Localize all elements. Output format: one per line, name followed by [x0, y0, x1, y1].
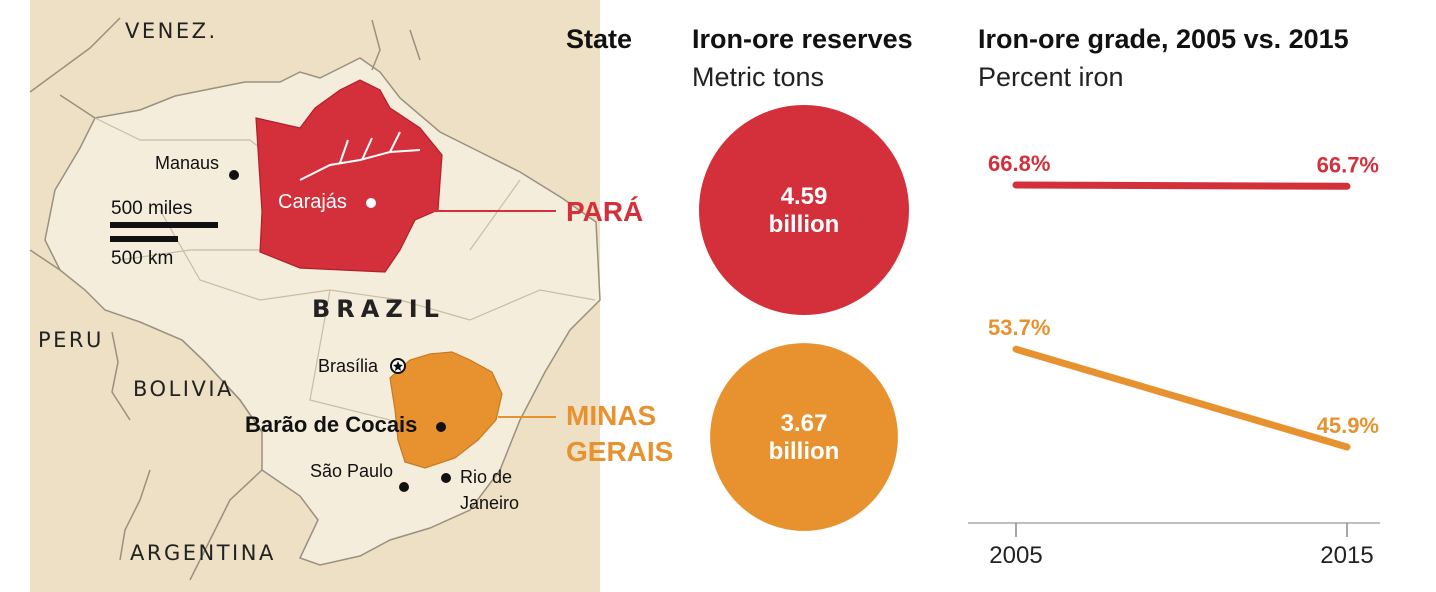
reserves-bubble-value-2: 3.67: [781, 410, 828, 437]
grade-label-2-2: 45.9%: [1317, 413, 1379, 438]
city-label-sao-paulo: São Paulo: [310, 461, 393, 481]
grade-series-line-1: [1012, 181, 1351, 190]
country-label-peru: PERU: [38, 328, 104, 352]
grade-label-2-1: 53.7%: [988, 315, 1050, 340]
x-tick-label-2005: 2005: [989, 542, 1042, 569]
state-borders: [94, 117, 596, 421]
header-grade-title: Iron-ore grade, 2005 vs. 2015: [978, 24, 1349, 54]
city-dot-carajas: [366, 198, 376, 208]
grade-label-1-1: 66.8%: [988, 151, 1050, 176]
city-dot-sao-paulo: [399, 482, 409, 492]
country-label-argentina: ARGENTINA: [130, 541, 276, 565]
state-label-minas-line1: MINAS: [566, 400, 656, 431]
para-state: [255, 79, 443, 273]
minas-gerais-state: [389, 351, 503, 469]
capital-star-icon: [390, 358, 406, 374]
city-label-rio-line2: Janeiro: [460, 493, 519, 513]
reserves-bubble-unit-2: billion: [769, 438, 840, 465]
city-label-barao-de-cocais: Barão de Cocais: [245, 412, 417, 437]
scale-bar-miles: [110, 222, 218, 228]
scale-bar-km: [110, 236, 178, 242]
reserves-bubble-value-1: 4.59: [781, 183, 828, 210]
city-label-manaus: Manaus: [155, 153, 219, 173]
city-dot-manaus: [229, 170, 239, 180]
city-label-carajas: Carajás: [278, 191, 347, 213]
reserves-bubble-1: [699, 105, 909, 315]
city-dot-barao-de-cocais: [436, 422, 446, 432]
scale-label-km: 500 km: [111, 248, 173, 269]
state-label-para: PARÁ: [566, 196, 643, 227]
country-label-venezuela: VENEZ.: [125, 19, 218, 43]
grade-series-line-2: [1012, 345, 1351, 451]
grade-label-1-2: 66.7%: [1317, 152, 1379, 177]
border-lines: [29, 17, 421, 581]
reserves-bubble-unit-1: billion: [769, 211, 840, 238]
reserves-bubble-2: [710, 343, 898, 531]
header-reserves-unit: Metric tons: [692, 62, 824, 92]
map: VENEZ. BRAZIL PERU BOLIVIA ARGENTINA Man…: [29, 0, 601, 592]
country-label-bolivia: BOLIVIA: [133, 377, 234, 401]
x-tick-label-2015: 2015: [1320, 542, 1373, 569]
city-label-brasilia: Brasília: [318, 356, 379, 376]
header-reserves-title: Iron-ore reserves: [692, 24, 913, 54]
state-label-minas-line2: GERAIS: [566, 436, 673, 467]
city-label-rio-line1: Rio de: [460, 467, 512, 487]
scale-label-miles: 500 miles: [111, 198, 192, 219]
header-grade-unit: Percent iron: [978, 62, 1124, 92]
grade-line-chart: 2005 2015 66.8% 66.7% 53.7% 45.9%: [968, 151, 1380, 569]
city-dot-rio-de-janeiro: [441, 473, 451, 483]
country-label-brazil: BRAZIL: [312, 295, 445, 323]
para-rivers: [299, 131, 421, 181]
header-state: State: [566, 24, 632, 54]
